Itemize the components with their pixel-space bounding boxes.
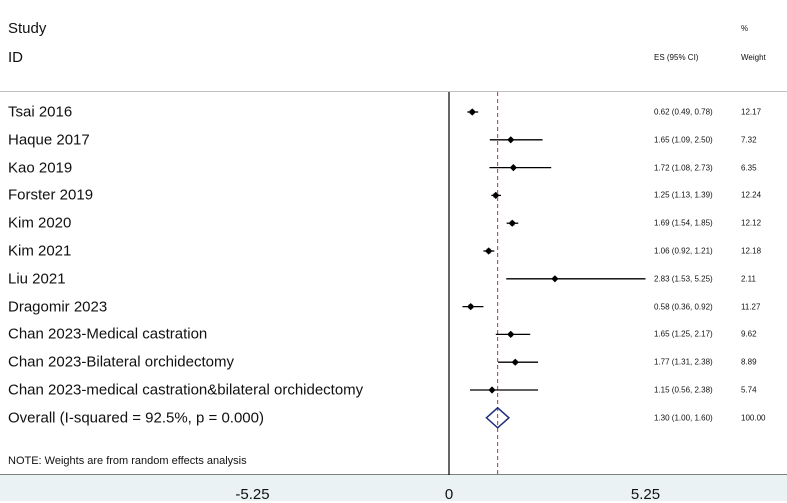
- study-label: Forster 2019: [8, 186, 94, 204]
- weight-text: 11.27: [741, 302, 761, 312]
- study-label: Chan 2023-Bilateral orchidectomy: [8, 353, 234, 371]
- effect-size-ci-text: 1.06 (0.92, 1.21): [654, 246, 713, 256]
- weight-text: 12.17: [741, 107, 762, 117]
- weight-text: 12.24: [741, 190, 762, 200]
- header-id: ID: [8, 49, 23, 66]
- effect-size-ci-text: 1.77 (1.31, 2.38): [654, 357, 713, 367]
- effect-size-ci-text: 1.25 (1.13, 1.39): [654, 190, 713, 200]
- point-estimate-marker: [485, 247, 493, 255]
- weight-text: 2.11: [741, 274, 756, 284]
- forest-plot-area: Study ID ES (95% CI) % Weight Tsai 2016 0…: [8, 20, 766, 467]
- weight-text: 5.74: [741, 385, 757, 395]
- overall-effect-size-ci-text: 1.30 (1.00, 1.60): [654, 413, 713, 423]
- point-estimate-marker: [511, 358, 519, 366]
- effect-size-ci-text: 1.65 (1.09, 2.50): [654, 135, 713, 145]
- study-label: Tsai 2016: [8, 103, 73, 121]
- study-label: Chan 2023-Medical castration: [8, 325, 208, 343]
- overall-label: Overall (I-squared = 92.5%, p = 0.000): [8, 409, 264, 427]
- study-label: Liu 2021: [8, 270, 66, 288]
- study-label: Dragomir 2023: [8, 298, 108, 316]
- study-label: Kao 2019: [8, 159, 73, 177]
- point-estimate-marker: [467, 303, 475, 311]
- point-estimate-marker: [507, 330, 515, 338]
- x-axis-tick-label: -5.25: [235, 486, 270, 503]
- weight-text: 12.12: [741, 218, 762, 228]
- overall-weight-text: 100.00: [741, 413, 766, 423]
- x-axis-tick-label: 0: [444, 486, 454, 503]
- point-estimate-marker: [551, 275, 559, 283]
- header-study: Study: [8, 20, 47, 37]
- point-estimate-marker: [507, 136, 515, 144]
- effect-size-ci-text: 1.15 (0.56, 2.38): [654, 385, 713, 395]
- study-label: Chan 2023-medical castration&bilateral o…: [8, 381, 364, 399]
- effect-size-ci-text: 2.83 (1.53, 5.25): [654, 274, 713, 284]
- point-estimate-marker: [509, 164, 517, 172]
- effect-size-ci-text: 1.72 (1.08, 2.73): [654, 163, 713, 173]
- point-estimate-marker: [508, 219, 516, 227]
- x-axis-band: [0, 475, 787, 501]
- header-es-ci: ES (95% CI): [654, 53, 699, 62]
- overall-diamond: [485, 406, 511, 429]
- header-percent: %: [741, 24, 749, 33]
- effect-size-ci-text: 1.65 (1.25, 2.17): [654, 329, 713, 339]
- x-axis-tick-label: 5.25: [630, 486, 661, 503]
- effect-size-ci-text: 0.58 (0.36, 0.92): [654, 302, 713, 312]
- footnote: NOTE: Weights are from random effects an…: [8, 455, 247, 467]
- header-weight: Weight: [741, 53, 766, 62]
- study-label: Kim 2021: [8, 242, 72, 260]
- point-estimate-marker: [468, 108, 476, 116]
- weight-text: 9.62: [741, 329, 757, 339]
- weight-text: 6.35: [741, 163, 757, 173]
- weight-text: 7.32: [741, 135, 757, 145]
- study-label: Kim 2020: [8, 214, 72, 232]
- weight-text: 12.18: [741, 246, 762, 256]
- point-estimate-marker: [492, 191, 500, 199]
- study-label: Haque 2017: [8, 131, 90, 149]
- point-estimate-marker: [488, 386, 496, 394]
- weight-text: 8.89: [741, 357, 757, 367]
- effect-size-ci-text: 0.62 (0.49, 0.78): [654, 107, 713, 117]
- effect-size-ci-text: 1.69 (1.54, 1.85): [654, 218, 713, 228]
